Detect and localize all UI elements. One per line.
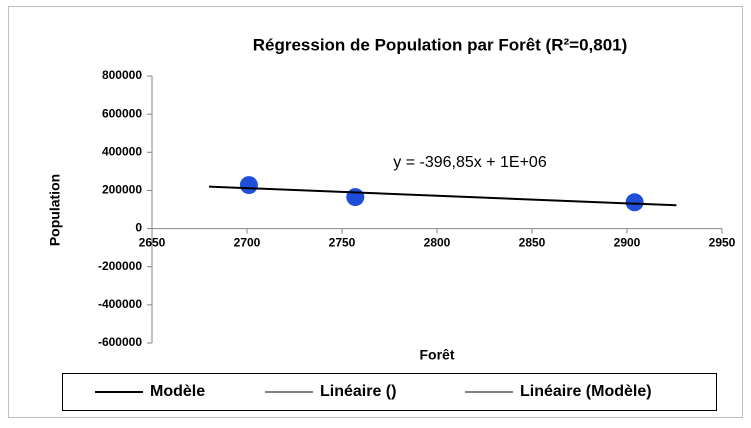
- y-tick-label: 600000: [102, 106, 142, 120]
- chart-border: [8, 6, 743, 418]
- x-tick-label: 2800: [424, 236, 451, 250]
- legend-label: Linéaire (Modèle): [520, 383, 652, 400]
- y-tick-label: 0: [135, 221, 142, 235]
- y-tick-label: 400000: [102, 144, 142, 158]
- x-tick-label: 2900: [614, 236, 641, 250]
- x-axis-label: Forêt: [420, 347, 455, 363]
- x-tick-label: 2650: [139, 236, 166, 250]
- model-line: [208, 185, 677, 207]
- x-tick-label: 2700: [234, 236, 261, 250]
- y-tick-label: 800000: [102, 68, 142, 82]
- y-tick-label: -200000: [98, 259, 142, 273]
- x-tick-label: 2750: [329, 236, 356, 250]
- data-point: [625, 193, 644, 212]
- x-tick-label: 2950: [709, 236, 736, 250]
- legend: [62, 373, 717, 411]
- y-tick-label: -400000: [98, 297, 142, 311]
- legend-label: Modèle: [150, 383, 205, 400]
- y-tick-label: -600000: [98, 335, 142, 349]
- legend-label: Linéaire (): [320, 383, 396, 400]
- y-tick-label: 200000: [102, 183, 142, 197]
- data-point: [346, 188, 365, 207]
- data-point: [239, 176, 258, 195]
- equation: y = -396,85x + 1E+06: [393, 154, 547, 171]
- chart-title: Régression de Population par Forêt (R²=0…: [253, 35, 628, 54]
- x-tick-label: 2850: [519, 236, 546, 250]
- y-axis-label: Population: [47, 174, 63, 246]
